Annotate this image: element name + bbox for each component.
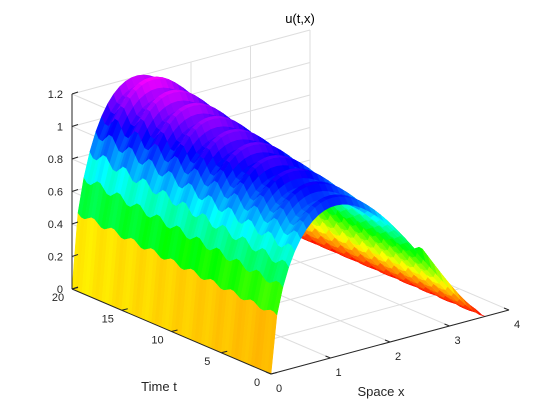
surface-mesh bbox=[71, 74, 486, 375]
z-tick-label: 0 bbox=[57, 284, 63, 296]
z-tick-label: 1.2 bbox=[48, 89, 63, 101]
time-axis-label: Time t bbox=[141, 379, 177, 394]
z-tick-mark bbox=[71, 156, 79, 160]
time-axis-ticks: 0 5 10 15 20 bbox=[52, 287, 278, 389]
z-tick-mark bbox=[71, 254, 79, 257]
z-tick-mark bbox=[71, 189, 79, 192]
space-tick-mark bbox=[444, 323, 450, 327]
time-tick-label: 15 bbox=[102, 313, 114, 325]
space-tick-label: 2 bbox=[395, 351, 401, 363]
z-tick-label: 0.4 bbox=[48, 219, 63, 231]
space-tick-label: 0 bbox=[276, 383, 282, 395]
plot-title: u(t,x) bbox=[285, 11, 315, 26]
space-tick-mark bbox=[503, 307, 510, 311]
time-tick-mark bbox=[171, 329, 178, 332]
z-tick-label: 0.6 bbox=[48, 187, 63, 199]
z-tick-label: 0.8 bbox=[48, 154, 63, 166]
space-tick-mark bbox=[384, 339, 391, 343]
space-axis-label: Space x bbox=[358, 384, 405, 399]
space-tick-label: 1 bbox=[335, 367, 341, 379]
time-tick-mark bbox=[270, 372, 278, 375]
space-tick-mark bbox=[325, 355, 331, 359]
z-axis-ticks: 0 0.2 0.4 0.6 0.8 1 1.2 bbox=[48, 89, 79, 296]
space-axis-ticks: 0 1 2 3 4 bbox=[265, 307, 520, 395]
time-tick-label: 5 bbox=[204, 356, 210, 368]
time-tick-mark bbox=[121, 308, 128, 311]
time-tick-mark bbox=[71, 287, 79, 290]
time-tick-label: 10 bbox=[151, 335, 163, 347]
z-tick-label: 1 bbox=[57, 122, 63, 134]
surface-patch bbox=[475, 309, 486, 317]
space-tick-label: 3 bbox=[454, 335, 460, 347]
time-tick-label: 0 bbox=[254, 377, 260, 389]
z-tick-mark bbox=[71, 124, 79, 127]
z-tick-mark bbox=[71, 91, 79, 95]
space-tick-label: 4 bbox=[514, 319, 520, 331]
axes-ticks: 0 0.2 0.4 0.6 0.8 1 1.2 0 5 10 15 20 0 1 2 3 4 bbox=[48, 89, 520, 395]
z-tick-mark bbox=[71, 221, 79, 225]
time-tick-label: 20 bbox=[52, 292, 64, 304]
time-tick-mark bbox=[221, 350, 228, 354]
z-tick-label: 0.2 bbox=[48, 252, 63, 264]
space-tick-mark bbox=[265, 371, 272, 375]
